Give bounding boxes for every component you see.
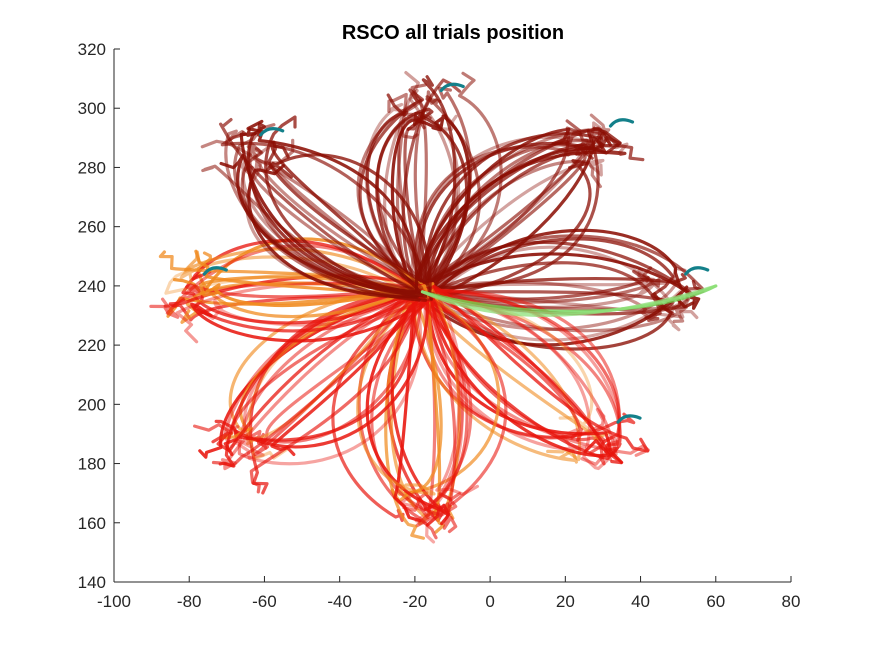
trajectory-line [229, 283, 422, 466]
trajectory-line [168, 274, 423, 308]
cursor-end-marker [202, 266, 228, 276]
x-tick-label: -100 [97, 592, 131, 611]
trajectory-line [402, 297, 473, 512]
trajectory-line [416, 113, 611, 297]
trajectory-line [194, 249, 430, 297]
y-tick-label: 280 [78, 158, 106, 177]
trajectory-line [427, 228, 683, 302]
trajectory-line [424, 280, 667, 309]
y-tick-label: 320 [78, 40, 106, 59]
trajectory-line [266, 153, 432, 298]
y-tick-label: 180 [78, 455, 106, 474]
trajectory-line [243, 165, 429, 296]
trajectory-line [401, 78, 461, 287]
trajectory-line [423, 132, 622, 295]
x-tick-label: -20 [403, 592, 428, 611]
trajectory-line [201, 164, 414, 291]
x-tick-label: 40 [631, 592, 650, 611]
x-tick-label: -80 [177, 592, 202, 611]
trajectory-line [424, 234, 704, 302]
trajectory-line [416, 286, 610, 471]
y-tick-label: 220 [78, 336, 106, 355]
cursor-end-marker [439, 82, 465, 93]
trajectory-line [396, 125, 424, 291]
trajectory-line [249, 290, 420, 494]
trajectory-line [181, 273, 422, 325]
trajectory-line [414, 145, 583, 287]
trajectory-line [411, 143, 594, 293]
cursor-end-marker [616, 414, 642, 424]
trajectory-line [233, 123, 416, 295]
x-tick-label: 60 [706, 592, 725, 611]
trajectory-line [264, 115, 417, 299]
y-tick-label: 260 [78, 218, 106, 237]
y-tick-label: 160 [78, 514, 106, 533]
trajectory-line [211, 297, 434, 468]
trajectory-line [412, 280, 657, 320]
y-tick-label: 300 [78, 99, 106, 118]
trajectory-line [393, 285, 422, 523]
x-tick-label: -60 [252, 592, 277, 611]
x-tick-label: 20 [556, 592, 575, 611]
trajectory-line [426, 289, 479, 496]
trajectory-line [356, 292, 436, 496]
axes: -100 -80 -60 -40 -20 0 20 40 60 80 140 160 180 200 220… [78, 40, 801, 611]
y-tick-label: 140 [78, 573, 106, 592]
trajectory-line [411, 158, 605, 300]
y-tick-label: 240 [78, 277, 106, 296]
cursor-end-marker [608, 118, 635, 128]
trajectory-line [410, 285, 618, 466]
trajectory-line [190, 298, 428, 343]
trajectory-line [414, 273, 687, 297]
plot-area [149, 71, 718, 544]
trajectory-line [408, 89, 458, 293]
chart-title: RSCO all trials position [342, 22, 564, 44]
trajectory-line [430, 284, 650, 453]
trajectory-line [331, 296, 421, 522]
y-tick-label: 200 [78, 395, 106, 414]
trajectory-line [420, 284, 718, 317]
trajectory-line [204, 298, 415, 327]
x-tick-label: 80 [782, 592, 801, 611]
cursor-end-marker [684, 266, 710, 276]
trajectory-line [415, 292, 508, 528]
trajectory-line [218, 290, 431, 468]
x-tick-label: -40 [327, 592, 352, 611]
trajectory-line [399, 285, 465, 512]
trajectory-line [267, 140, 429, 286]
cursor-end-marker [259, 127, 285, 137]
trajectory-line [419, 285, 458, 534]
trajectory-line [412, 288, 621, 462]
trajectory-line [416, 119, 603, 290]
x-tick-label: 0 [485, 592, 494, 611]
trajectory-line [245, 146, 424, 297]
trajectory-line [211, 286, 433, 453]
trajectory-line [415, 261, 662, 322]
trajectory-line [412, 287, 578, 464]
trajectory-line [246, 119, 419, 291]
